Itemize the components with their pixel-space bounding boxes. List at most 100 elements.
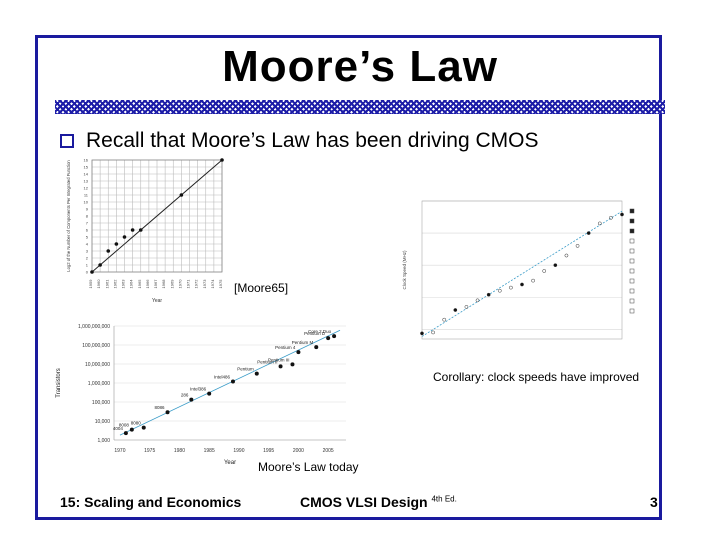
data-label: Pentium III [268, 357, 290, 362]
x-tick-label: 1972 [194, 279, 199, 289]
data-point [420, 331, 424, 336]
y-tick-label: 9 [86, 207, 89, 212]
data-point [90, 270, 94, 274]
data-point [138, 228, 143, 232]
footer-course-name: CMOS VLSI Design [300, 494, 428, 510]
data-label: Pentium 4 [275, 345, 296, 350]
page-number: 3 [650, 494, 658, 510]
data-point [278, 364, 283, 369]
clock-caption: Corollary: clock speeds have improved [433, 370, 640, 384]
data-label: 8080 [131, 421, 142, 426]
x-tick-label: 1961 [104, 279, 109, 289]
y-tick-label: 13 [84, 179, 89, 184]
x-tick-label: 1980 [174, 448, 185, 454]
legend-marker [629, 278, 635, 284]
y-axis-label: Log2 of the Number of Components Per Int… [66, 160, 71, 272]
y-tick-label: 1,000,000,000 [78, 324, 110, 330]
x-tick-label: 1995 [263, 448, 274, 454]
data-point [106, 249, 111, 253]
legend-marker [629, 308, 635, 314]
data-label: Pentium [237, 367, 254, 372]
data-label: 4004 [113, 426, 124, 431]
data-point [431, 330, 435, 335]
legend-marker [629, 208, 635, 214]
legend-marker [629, 218, 635, 224]
plot-area-border [91, 159, 223, 273]
data-point [620, 212, 624, 217]
x-tick-label: 1973 [202, 279, 207, 289]
data-point [129, 427, 134, 432]
slide-frame [35, 35, 662, 520]
data-point [314, 345, 319, 350]
data-point [123, 431, 128, 436]
data-point [509, 285, 513, 290]
data-point [486, 292, 491, 297]
data-point [220, 158, 224, 162]
x-tick-label: 1970 [114, 448, 125, 454]
data-point [609, 215, 613, 220]
x-tick-label: 1960 [96, 279, 101, 289]
data-point [531, 278, 535, 283]
data-point [165, 410, 170, 415]
x-tick-label: 1969 [169, 279, 174, 289]
trend-line [421, 210, 623, 337]
x-axis-label: Year [152, 298, 162, 302]
x-tick-label: 1990 [233, 448, 244, 454]
x-tick-label: 1971 [186, 279, 191, 289]
data-point [564, 253, 569, 258]
data-label: Intel486 [214, 374, 231, 379]
trend-line [91, 159, 223, 273]
y-tick-label: 11 [84, 193, 89, 198]
data-point [453, 308, 458, 312]
data-point [553, 263, 558, 268]
y-tick-label: 1,000,000 [88, 381, 110, 387]
data-label: Pentium II [257, 359, 277, 364]
title-divider-hatch [55, 100, 665, 114]
legend-marker [629, 248, 635, 254]
data-point [586, 231, 591, 235]
x-tick-label: 1967 [153, 279, 158, 289]
data-point [597, 221, 602, 226]
data-label: 8086 [155, 405, 166, 410]
x-tick-label: 1965 [137, 279, 142, 289]
clock-speed-chart: Clock Speed (MHz) [402, 200, 635, 340]
data-point [332, 334, 337, 339]
y-tick-label: 100,000,000 [82, 343, 110, 349]
data-point [464, 305, 469, 309]
data-point [542, 269, 547, 273]
legend-marker [629, 298, 635, 304]
legend-marker [629, 268, 635, 274]
data-point [575, 244, 580, 248]
y-tick-label: 0 [86, 270, 89, 275]
today-caption: Moore’s Law today [258, 460, 359, 474]
y-tick-label: 10,000 [95, 419, 111, 425]
y-axis-label: Transistors [56, 368, 62, 397]
data-point [130, 228, 135, 232]
data-point [230, 379, 235, 384]
x-tick-label: 2000 [293, 448, 304, 454]
x-tick-label: 1975 [144, 448, 155, 454]
y-tick-label: 10 [84, 200, 89, 205]
x-tick-label: 1968 [161, 279, 166, 289]
moore65-chart: 1959 1960 1961 1962 1963 1964 1965 1966 1967 1968… [66, 158, 224, 302]
data-point [122, 235, 127, 239]
data-label: Pentium M [292, 340, 314, 345]
y-tick-label: 1 [86, 263, 89, 268]
data-label: Intel386 [190, 387, 207, 392]
data-point [497, 288, 502, 293]
data-point [114, 242, 119, 246]
legend-marker [629, 258, 635, 264]
trend-line [119, 329, 341, 436]
x-tick-label: 1970 [177, 279, 182, 289]
data-point [207, 391, 212, 396]
y-tick-label: 2 [86, 256, 89, 261]
moore65-caption: [Moore65] [234, 281, 289, 295]
y-tick-label: 100,000 [92, 400, 110, 406]
data-point [520, 282, 524, 287]
bullet-text: Recall that Moore’s Law has been driving… [86, 129, 539, 152]
data-point [141, 425, 146, 430]
legend-marker [629, 288, 635, 294]
legend-marker [629, 238, 635, 244]
x-axis-label: Year [224, 460, 236, 466]
y-tick-label: 10,000,000 [85, 362, 110, 368]
